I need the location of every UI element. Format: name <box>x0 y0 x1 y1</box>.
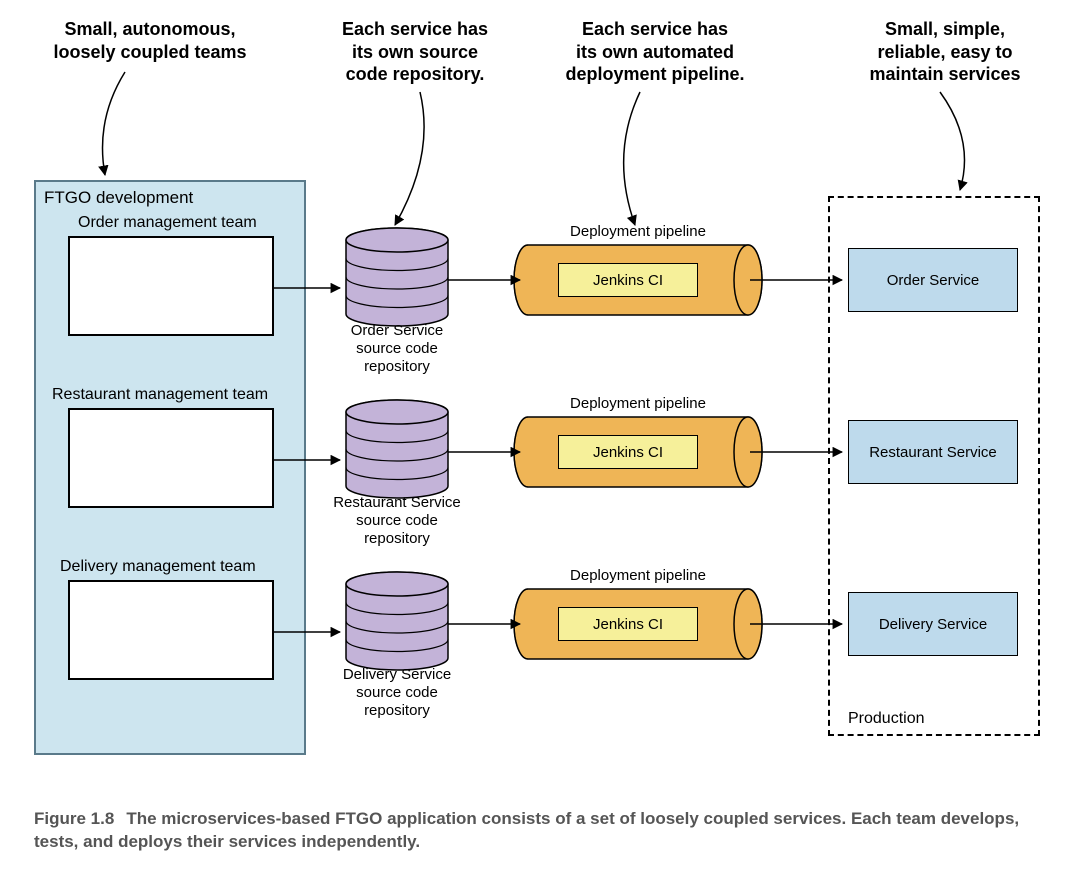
production-label: Production <box>848 710 925 728</box>
team-box <box>68 236 274 336</box>
service-box: Restaurant Service <box>848 420 1018 484</box>
diagram-canvas: FTGO development Production Figure 1.8Th… <box>0 0 1080 883</box>
ftgo-development-title: FTGO development <box>44 188 193 208</box>
repo-cylinder <box>346 228 448 326</box>
service-box: Order Service <box>848 248 1018 312</box>
team-title: Order management team <box>78 214 257 232</box>
figure-caption: Figure 1.8The microservices-based FTGO a… <box>34 808 1044 854</box>
repo-label: Restaurant Servicesource coderepository <box>317 494 477 548</box>
annotation-arrow <box>395 92 424 225</box>
annotation-a1: Small, autonomous,loosely coupled teams <box>40 18 260 63</box>
team-box <box>68 408 274 508</box>
team-title: Delivery management team <box>60 558 256 576</box>
pipeline-label: Deployment pipeline <box>538 395 738 412</box>
annotation-a4: Small, simple,reliable, easy tomaintain … <box>840 18 1050 86</box>
repo-cylinder <box>346 572 448 670</box>
repo-label: Delivery Servicesource coderepository <box>317 666 477 720</box>
caption-prefix: Figure 1.8 <box>34 809 114 828</box>
annotation-a2: Each service hasits own sourcecode repos… <box>315 18 515 86</box>
team-box <box>68 580 274 680</box>
jenkins-ci-box: Jenkins CI <box>558 263 698 297</box>
annotation-arrow <box>624 92 640 225</box>
repo-label: Order Servicesource coderepository <box>317 322 477 376</box>
caption-text: The microservices-based FTGO application… <box>34 809 1019 851</box>
repo-cylinder <box>346 400 448 498</box>
jenkins-ci-box: Jenkins CI <box>558 435 698 469</box>
annotation-arrow <box>940 92 965 190</box>
pipeline-label: Deployment pipeline <box>538 223 738 240</box>
service-box: Delivery Service <box>848 592 1018 656</box>
jenkins-ci-box: Jenkins CI <box>558 607 698 641</box>
team-title: Restaurant management team <box>52 386 268 404</box>
annotation-arrow <box>103 72 126 175</box>
pipeline-label: Deployment pipeline <box>538 567 738 584</box>
annotation-a3: Each service hasits own automateddeploym… <box>545 18 765 86</box>
